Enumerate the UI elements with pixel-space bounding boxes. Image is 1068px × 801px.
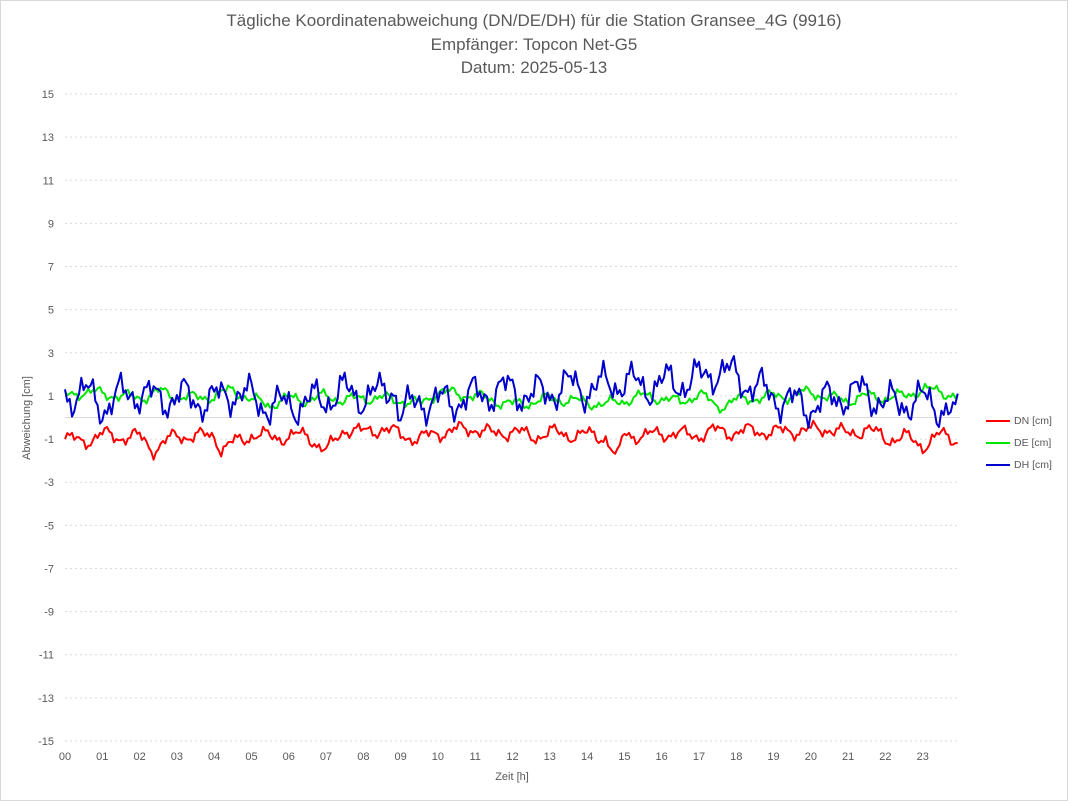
series-line-0 [64,419,958,461]
y-tick-label: 13 [42,132,54,144]
chart-subtitle-date: Datum: 2025-05-13 [460,58,608,77]
x-tick-label: 11 [469,751,480,763]
y-tick-label: -13 [38,693,54,705]
x-tick-label: 22 [879,751,891,763]
legend-swatch [986,442,1010,444]
y-tick-label: -15 [38,736,54,748]
series-line-2 [64,355,959,429]
x-tick-label: 17 [693,751,705,763]
x-tick-label: 01 [96,751,108,763]
y-tick-label: -9 [44,607,54,619]
x-tick-label: 02 [133,751,145,763]
chart-subtitle-receiver: Empfänger: Topcon Net-G5 [430,35,638,54]
y-tick-label: -3 [44,477,54,489]
x-tick-label: 06 [283,751,295,763]
x-tick-label: 00 [59,751,71,763]
x-tick-label: 19 [767,751,779,763]
y-tick-label: 11 [43,175,54,187]
legend-label: DH [cm] [1014,459,1052,471]
y-tick-label: -11 [39,650,54,662]
x-tick-label: 23 [917,751,929,763]
y-axis-label: Abweichung [cm] [21,376,33,460]
legend-label: DN [cm] [1014,415,1052,427]
legend-item: DH [cm] [986,454,1052,476]
x-tick-label: 14 [581,751,593,763]
x-tick-label: 16 [656,751,668,763]
x-tick-label: 07 [320,751,332,763]
y-tick-label: 15 [42,89,54,101]
y-tick-label: 1 [48,391,54,403]
chart-legend: DN [cm] DE [cm] DH [cm] [986,410,1052,476]
legend-swatch [986,464,1010,466]
legend-item: DE [cm] [986,432,1052,454]
x-tick-label: 10 [432,751,444,763]
x-tick-label: 09 [395,751,407,763]
legend-label: DE [cm] [1014,437,1052,449]
chart-title: Tägliche Koordinatenabweichung (DN/DE/DH… [226,11,842,30]
x-tick-label: 08 [357,751,369,763]
y-tick-label: -7 [44,563,54,575]
legend-item: DN [cm] [986,410,1052,432]
x-tick-label: 12 [506,751,518,763]
gridlines [65,93,960,742]
y-tick-label: 5 [48,305,54,317]
y-tick-label: -5 [44,520,54,532]
x-tick-label: 05 [245,751,257,763]
x-tick-label: 15 [618,751,630,763]
x-tick-label: 18 [730,751,742,763]
series-line-1 [64,382,959,414]
y-tick-label: -1 [44,434,54,446]
x-tick-label: 20 [805,751,817,763]
x-tick-label: 13 [544,751,556,763]
x-tick-label: 03 [171,751,183,763]
y-axis-ticks: 15 13 11 9 7 5 3 1 -1 -3 -5 -7 -9 -11 -13 -15 [38,89,54,748]
y-tick-label: 9 [48,218,54,230]
x-axis-ticks: 00 01 02 03 04 05 06 07 08 09 10 11 12 13 14 15 16 17 18 19… [59,751,929,763]
x-tick-label: 04 [208,751,220,763]
y-tick-label: 7 [48,262,54,274]
x-tick-label: 21 [842,751,854,763]
x-axis-label: Zeit [h] [495,771,529,783]
y-tick-label: 3 [48,348,54,360]
legend-swatch [986,420,1010,422]
series-lines [64,355,959,461]
